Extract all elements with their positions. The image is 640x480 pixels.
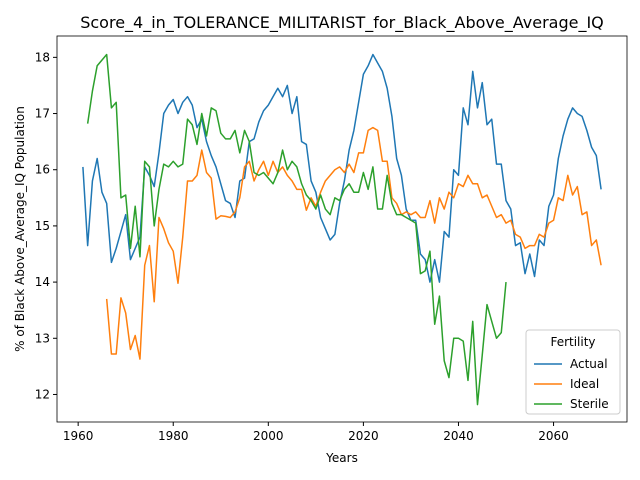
x-tick-label: 2000 xyxy=(253,429,284,443)
y-tick-label: 15 xyxy=(35,219,50,233)
y-tick-label: 18 xyxy=(35,50,50,64)
legend-title: Fertility xyxy=(550,335,595,349)
y-tick-label: 16 xyxy=(35,163,50,177)
x-tick-label: 1980 xyxy=(158,429,189,443)
x-tick-label: 2060 xyxy=(538,429,569,443)
y-axis-label: % of Black Above_Average_IQ Population xyxy=(13,106,27,352)
legend-label: Actual xyxy=(570,357,608,371)
legend-label: Ideal xyxy=(570,377,599,391)
chart-title: Score_4_in_TOLERANCE_MILITARIST_for_Blac… xyxy=(80,13,604,33)
x-tick-label: 2040 xyxy=(443,429,474,443)
legend: Fertility Actual Ideal Sterile xyxy=(525,329,621,415)
legend-label: Sterile xyxy=(570,397,609,411)
y-tick-label: 14 xyxy=(35,275,50,289)
y-tick-label: 13 xyxy=(35,331,50,345)
y-tick-label: 12 xyxy=(35,387,50,401)
series-line xyxy=(86,53,507,406)
series-line xyxy=(82,53,602,283)
x-tick-label: 2020 xyxy=(348,429,379,443)
legend-box xyxy=(525,329,621,415)
plot-frame xyxy=(56,35,628,423)
y-tick-label: 17 xyxy=(35,107,50,121)
series-line xyxy=(105,126,602,360)
x-axis-label: Years xyxy=(325,451,358,465)
x-tick-label: 1960 xyxy=(63,429,94,443)
